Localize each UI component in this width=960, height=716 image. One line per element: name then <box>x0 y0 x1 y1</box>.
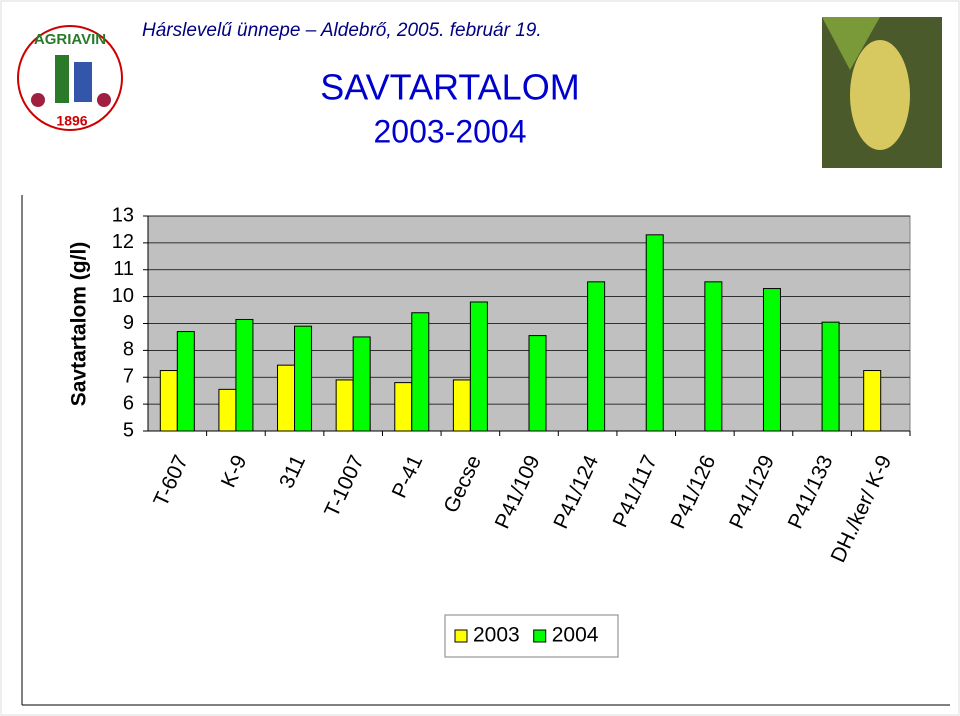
bar <box>176 331 195 432</box>
y-tick-label: 13 <box>112 204 134 226</box>
y-tick-label: 9 <box>123 312 134 334</box>
bar <box>704 281 723 432</box>
y-tick-label: 11 <box>113 258 134 280</box>
bar <box>159 370 178 432</box>
photo-grapes <box>850 40 910 150</box>
bar <box>528 335 547 432</box>
legend-box <box>444 614 619 658</box>
legend-swatch <box>533 629 547 643</box>
legend-label: 2004 <box>552 624 599 647</box>
chart-subtitle: 2003-2004 <box>373 113 526 149</box>
bar <box>218 388 237 432</box>
bar <box>452 379 471 432</box>
bar <box>411 312 430 432</box>
logo: AGRIAVIN 1896 <box>17 25 123 131</box>
y-tick-label: 8 <box>123 339 134 361</box>
bar <box>863 370 882 432</box>
bar <box>469 301 488 432</box>
photo-leaf <box>822 17 880 70</box>
legend-swatch <box>454 629 468 643</box>
y-tick-label: 7 <box>123 366 134 388</box>
y-tick-label: 12 <box>112 231 134 253</box>
y-tick-label: 10 <box>112 285 134 307</box>
logo-glass <box>74 62 92 102</box>
bar <box>762 288 781 432</box>
logo-grapes <box>31 93 45 107</box>
bar <box>352 336 371 432</box>
chart-title: SAVTARTALOM <box>320 67 579 108</box>
bar <box>821 321 840 432</box>
bar <box>645 234 664 432</box>
photo <box>822 17 942 168</box>
logo-grapes <box>97 93 111 107</box>
bar <box>294 325 313 432</box>
logo-year: 1896 <box>56 113 87 129</box>
y-axis-label: Savtartalom (g/l) <box>68 242 91 407</box>
logo-bottle <box>55 55 69 103</box>
logo-name: AGRIAVIN <box>34 31 106 48</box>
legend-label: 2003 <box>473 624 520 647</box>
bar <box>587 281 606 432</box>
logo-ring <box>17 25 123 131</box>
y-tick-label: 5 <box>123 419 134 441</box>
bar <box>235 318 254 432</box>
bar <box>335 379 354 432</box>
y-tick-label: 6 <box>123 392 134 414</box>
bar <box>277 364 296 432</box>
header: Hárslevelű ünnepe – Aldebrő, 2005. febru… <box>142 20 542 41</box>
bar <box>394 382 413 432</box>
